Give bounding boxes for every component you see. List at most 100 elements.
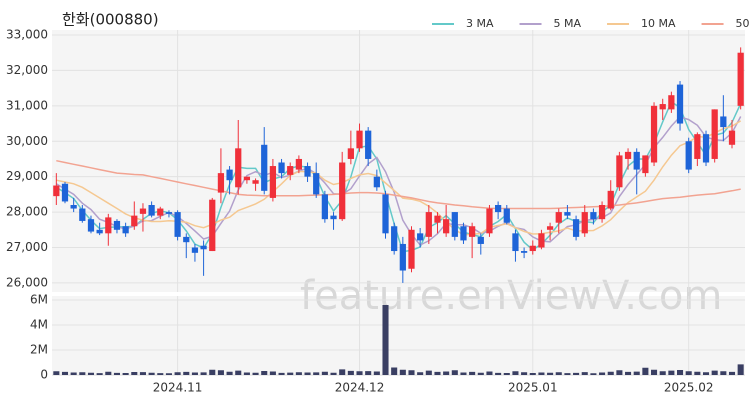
candle-body: [278, 162, 285, 174]
candle-body: [720, 116, 727, 128]
price-pane: [52, 30, 745, 292]
volume-bar: [503, 373, 510, 375]
volume-bar: [183, 371, 190, 375]
candle-body: [209, 199, 216, 252]
candle-body: [243, 176, 251, 181]
volume-bar: [105, 371, 112, 375]
candle-body: [676, 84, 684, 124]
volume-bar: [529, 373, 536, 375]
volume-bar: [633, 371, 640, 375]
candle-body: [399, 243, 406, 271]
candle-body: [174, 212, 181, 237]
volume-bar: [616, 370, 623, 375]
candle-body: [633, 151, 640, 170]
candle-body: [737, 52, 744, 106]
volume-tick-label: 4M: [30, 318, 48, 332]
candle-body: [451, 212, 458, 237]
volume-bar: [625, 371, 632, 375]
candle-body: [650, 105, 658, 163]
volume-bar: [269, 371, 276, 375]
candle-body: [728, 130, 736, 145]
volume-bar: [521, 372, 528, 375]
volume-bar: [139, 372, 146, 375]
candle-body: [520, 251, 528, 253]
candle-body: [711, 109, 718, 159]
candle-body: [382, 194, 389, 234]
candle-body: [546, 226, 554, 230]
candle-body: [486, 208, 493, 234]
candle-body: [408, 229, 415, 269]
candle-body: [572, 219, 580, 237]
candle-body: [512, 233, 519, 252]
x-tick-label: 2024.11: [153, 381, 203, 395]
candle-body: [443, 219, 450, 234]
volume-bar: [53, 371, 60, 375]
volume-bar: [96, 373, 103, 375]
volume-bar: [356, 371, 363, 375]
volume-bar: [573, 372, 580, 375]
candle-body: [269, 166, 277, 198]
volume-bar: [200, 372, 207, 375]
volume-bar: [122, 373, 129, 375]
volume-bar: [512, 371, 519, 375]
volume-bar: [469, 371, 476, 375]
candle-body: [434, 215, 441, 223]
candle-body: [373, 176, 380, 188]
volume-bar: [434, 371, 441, 375]
volume-bar: [70, 372, 77, 375]
candle-body: [313, 173, 320, 195]
volume-bar: [87, 372, 95, 375]
volume-tick-label: 0: [40, 368, 48, 382]
volume-bar: [304, 372, 311, 375]
volume-bar: [547, 372, 554, 375]
candle-body: [555, 212, 562, 223]
volume-bar: [425, 370, 432, 375]
volume-bar: [659, 371, 666, 375]
volume-bar: [165, 373, 172, 375]
volume-bar: [581, 372, 588, 375]
legend-label: 3 MA: [466, 17, 494, 30]
y-tick-label: 28,000: [6, 205, 48, 219]
candle-body: [590, 212, 597, 220]
volume-bar: [668, 370, 675, 375]
y-tick-label: 27,000: [6, 240, 48, 254]
candle-body: [235, 148, 242, 188]
volume-bar: [157, 373, 164, 375]
candle-body: [165, 212, 173, 214]
volume-tick-label: 2M: [30, 343, 48, 357]
candle-body: [581, 212, 588, 234]
candle-body: [148, 205, 155, 216]
volume-bar: [148, 372, 155, 375]
volume-bar: [191, 372, 198, 375]
volume-bar: [391, 367, 398, 375]
candle-body: [157, 208, 164, 216]
candle-body: [503, 208, 510, 223]
volume-bar: [495, 372, 502, 375]
candle-body: [105, 217, 112, 234]
candle-body: [79, 208, 86, 221]
volume-bar: [226, 371, 233, 375]
candle-body: [226, 169, 233, 181]
candle-body: [417, 233, 424, 241]
volume-bar: [365, 371, 372, 375]
candle-body: [200, 245, 207, 250]
candle-body: [339, 162, 346, 220]
ma-line: [56, 159, 741, 210]
volume-bar: [408, 370, 415, 375]
volume-bar: [538, 372, 545, 375]
candle-body: [183, 236, 190, 243]
legend-label: 50 MA: [736, 17, 750, 30]
volume-bar: [417, 372, 424, 375]
candle-body: [321, 194, 328, 220]
volume-bar: [243, 372, 250, 375]
candle-body: [53, 185, 60, 197]
volume-bar: [61, 371, 69, 375]
volume-bar: [321, 371, 328, 375]
volume-tick-label: 6M: [30, 293, 48, 307]
candle-body: [469, 226, 476, 237]
candle-body: [295, 158, 302, 170]
candle-body: [624, 151, 632, 159]
candle-body: [61, 183, 69, 202]
volume-bar: [347, 370, 354, 375]
